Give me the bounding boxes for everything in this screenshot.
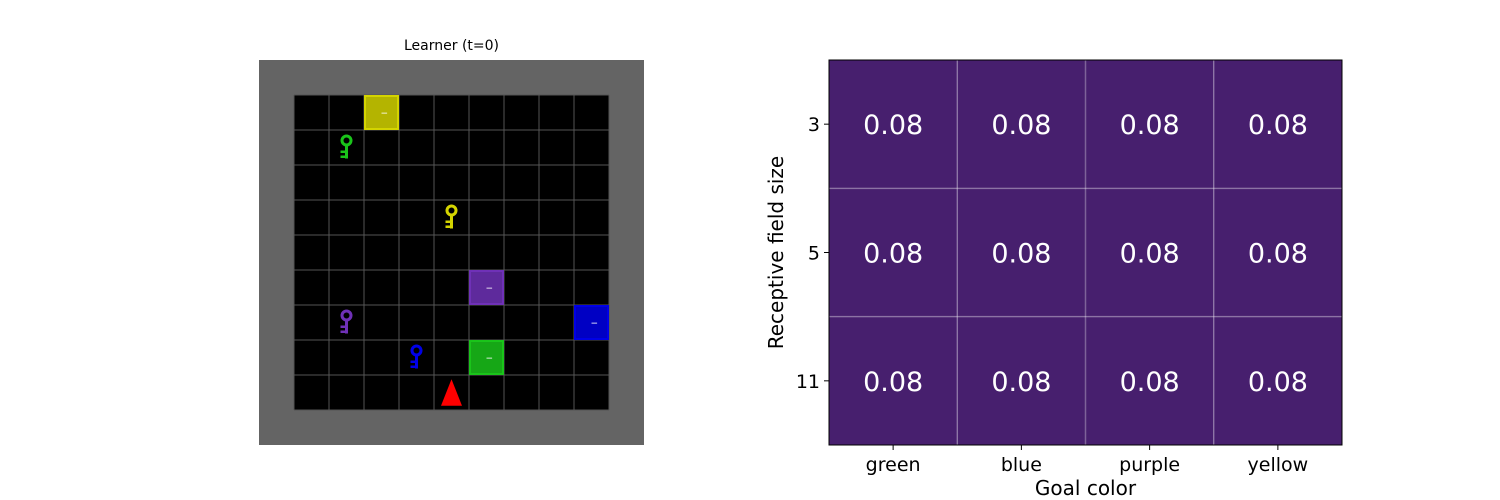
key-tooth	[340, 150, 346, 153]
key-tooth	[410, 360, 416, 363]
x-axis-title: Goal color	[1035, 476, 1137, 500]
key-purple	[340, 309, 353, 334]
gridworld-svg	[293, 94, 610, 411]
heatmap-cell	[957, 188, 1086, 317]
x-tick-label: yellow	[1248, 454, 1309, 476]
y-axis-title: Receptive field size	[764, 156, 788, 350]
y-tick-label: 5	[808, 243, 820, 265]
y-tick-label: 11	[796, 371, 820, 393]
door-yellow	[364, 95, 399, 130]
heatmap-cell	[1213, 188, 1342, 317]
gridworld-title: Learner (t=0)	[404, 38, 499, 54]
cell-value-label: 0.08	[991, 239, 1051, 270]
heatmap-cell	[1213, 316, 1342, 445]
key-blue	[410, 344, 423, 369]
key-shaft	[345, 319, 348, 334]
key-shaft	[450, 214, 453, 229]
heatmap-cell	[829, 60, 958, 189]
heatmap-cell	[829, 316, 958, 445]
key-shaft	[415, 354, 418, 369]
cell-value-label: 0.08	[1120, 110, 1180, 141]
y-tick-label: 3	[808, 114, 820, 136]
cell-value-label: 0.08	[991, 110, 1051, 141]
heatmap-cell	[1085, 188, 1214, 317]
heatmap-cell	[1085, 316, 1214, 445]
cell-value-label: 0.08	[1120, 239, 1180, 270]
gridworld-panel	[259, 60, 644, 445]
agent-triangle	[441, 379, 462, 406]
key-tooth	[410, 365, 416, 368]
key-tooth	[445, 220, 451, 223]
key-green	[340, 134, 353, 159]
cell-value-label: 0.08	[863, 110, 923, 141]
cell-value-label: 0.08	[1248, 110, 1308, 141]
cell-value-label: 0.08	[1248, 239, 1308, 270]
x-tick-label: purple	[1119, 454, 1180, 476]
heatmap-cell	[957, 316, 1086, 445]
key-tooth	[340, 155, 346, 158]
cell-value-label: 0.08	[1120, 367, 1180, 398]
heatmap-cell	[829, 188, 958, 317]
key-yellow	[445, 204, 458, 229]
heatmap-cell	[1085, 60, 1214, 189]
heatmap-cell	[957, 60, 1086, 189]
x-tick-label: blue	[1001, 454, 1042, 476]
cell-value-label: 0.08	[863, 239, 923, 270]
door-green	[469, 340, 504, 375]
cell-value-label: 0.08	[991, 367, 1051, 398]
key-shaft	[345, 144, 348, 159]
cell-value-label: 0.08	[1248, 367, 1308, 398]
key-tooth	[340, 330, 346, 333]
key-tooth	[340, 325, 346, 328]
heatmap-cell	[1213, 60, 1342, 189]
key-tooth	[445, 225, 451, 228]
x-tick-label: green	[866, 454, 921, 476]
cell-value-label: 0.08	[863, 367, 923, 398]
door-purple	[469, 270, 504, 305]
door-blue	[574, 305, 609, 340]
